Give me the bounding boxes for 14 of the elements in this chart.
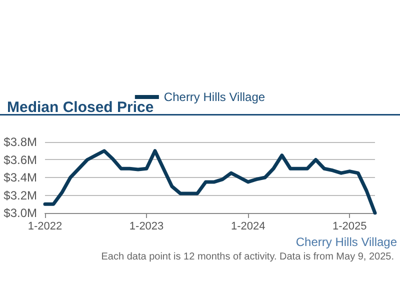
x-tick-label: 1-2022 xyxy=(28,220,62,232)
legend-label: Cherry Hills Village xyxy=(164,90,266,104)
y-tick-label: $3.4M xyxy=(4,170,37,184)
text: Each data point is 12 months of activity. Data is from May 9, 2025. xyxy=(101,252,394,262)
x-tick-label: 1-2024 xyxy=(230,220,266,232)
y-tick-label: $3.8M xyxy=(4,135,37,149)
x-tick-label: 1-2025 xyxy=(332,220,367,232)
y-tick-label: $3.6M xyxy=(4,152,37,167)
text: Cherry Hills Village xyxy=(296,235,398,249)
chart-title: Median Closed Price xyxy=(7,99,154,116)
y-tick-label: $3.2M xyxy=(4,188,37,202)
x-tick-label: 1-2023 xyxy=(129,220,164,232)
line-series xyxy=(43,149,377,215)
y-tick-label: $3.0M xyxy=(4,206,37,220)
